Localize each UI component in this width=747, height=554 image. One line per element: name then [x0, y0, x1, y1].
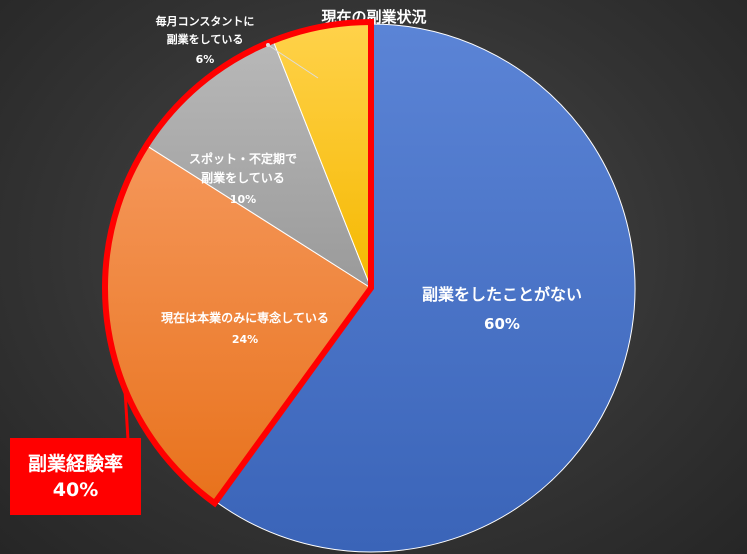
- callout-value: 40%: [52, 478, 99, 501]
- slice-labels: 副業をしたことがない60%現在は本業のみに専念している24%スポット・不定期で副…: [156, 14, 582, 346]
- slice-value-label: 60%: [484, 315, 520, 333]
- slice-value-label: 10%: [230, 193, 256, 206]
- slice-label: 副業をしている: [167, 32, 244, 46]
- slice-label: 副業をしている: [201, 170, 285, 185]
- slice-value-label: 24%: [232, 333, 258, 346]
- leader-dot: [266, 43, 270, 47]
- pie-slices: [106, 23, 636, 553]
- leader-line: [267, 44, 319, 79]
- slice-label: スポット・不定期で: [189, 151, 297, 166]
- callout-pointer-line: [123, 388, 130, 441]
- callout-title: 副業経験率: [27, 452, 123, 475]
- experience-rate-callout: 副業経験率 40%: [10, 438, 141, 515]
- slice-label: 現在は本業のみに専念している: [161, 310, 329, 325]
- highlight-outline: [102, 18, 374, 508]
- slice-label: 副業をしたことがない: [422, 285, 582, 304]
- slice-never: [215, 23, 636, 553]
- slice-value-label: 6%: [196, 53, 215, 66]
- slice-label: 毎月コンスタントに: [156, 14, 255, 28]
